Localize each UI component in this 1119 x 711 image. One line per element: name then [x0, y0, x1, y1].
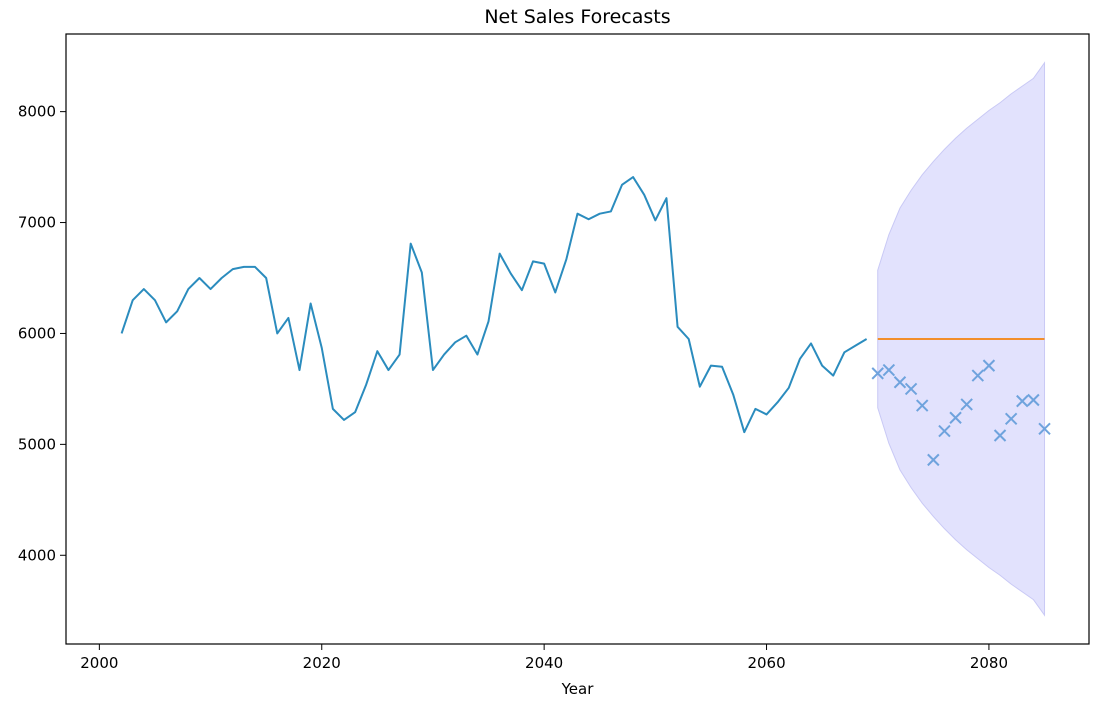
plot-frame	[65, 33, 1090, 645]
y-tick-label: 7000	[18, 214, 56, 232]
scatter-x-marker	[893, 376, 907, 389]
scatter-x-marker	[1038, 422, 1051, 436]
scatter-x-marker	[1016, 394, 1029, 408]
y-tick-label: 6000	[18, 324, 56, 342]
scatter-x-marker	[971, 369, 985, 382]
scatter-x-marker	[904, 382, 918, 396]
scatter-x-marker	[871, 367, 884, 380]
y-tick-label: 5000	[18, 435, 56, 453]
history-series-line	[120, 176, 868, 434]
scatter-x-marker	[927, 453, 940, 467]
scatter-x-marker	[993, 429, 1007, 442]
scatter-x-marker	[1004, 412, 1018, 426]
axes-layer: 2000 2020 2040 2060 2080 4000 5000 6000 7000 8000	[18, 33, 1090, 672]
x-tick-label: 2040	[525, 654, 563, 672]
x-tick-label: 2060	[747, 654, 785, 672]
y-tick-label: 4000	[18, 546, 56, 564]
x-tick-label: 2000	[80, 654, 118, 672]
x-tick-label: 2020	[303, 654, 341, 672]
scatter-x-marker	[938, 424, 951, 438]
x-tick-label: 2080	[970, 654, 1008, 672]
scatter-x-marker	[949, 411, 962, 424]
x-axis-label: Year	[561, 680, 595, 698]
scatter-x-marker	[882, 363, 896, 377]
chart-title: Net Sales Forecasts	[484, 6, 670, 28]
scatter-x-marker	[960, 398, 973, 411]
actual-points	[871, 359, 1051, 467]
scatter-x-marker	[1027, 393, 1040, 407]
scatter-x-marker	[915, 399, 929, 412]
series-layer	[120, 176, 1051, 467]
scatter-x-marker	[982, 359, 996, 372]
y-tick-label: 8000	[18, 103, 56, 121]
